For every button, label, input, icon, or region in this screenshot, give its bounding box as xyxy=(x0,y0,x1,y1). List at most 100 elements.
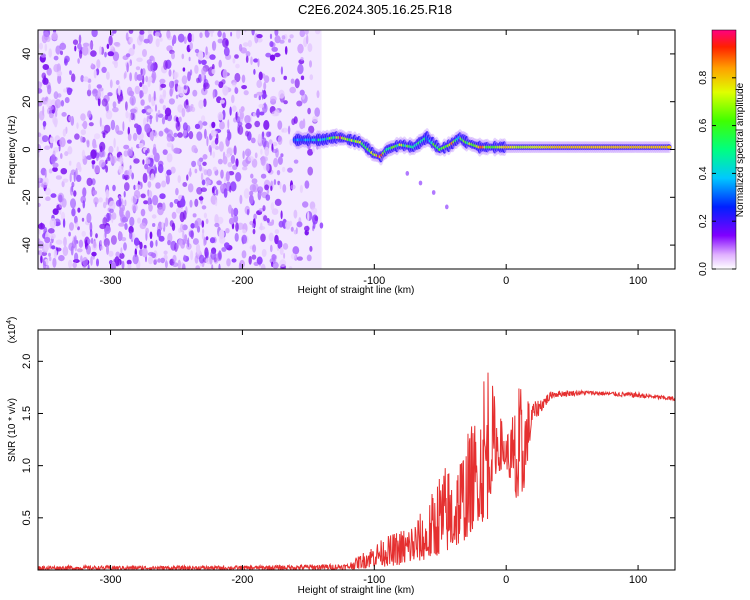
noise-blob xyxy=(53,248,58,259)
noise-blob xyxy=(233,207,239,217)
noise-blob xyxy=(289,34,294,39)
noise-blob xyxy=(59,202,63,208)
noise-blob xyxy=(189,199,193,208)
noise-blob xyxy=(235,158,239,168)
noise-blob xyxy=(90,149,97,160)
noise-blob xyxy=(107,51,115,57)
noise-blob xyxy=(82,200,86,209)
noise-blob xyxy=(300,57,304,61)
noise-blob xyxy=(258,95,261,101)
noise-blob xyxy=(194,123,201,130)
noise-blob xyxy=(139,241,143,250)
noise-blob xyxy=(272,148,278,154)
noise-blob xyxy=(138,143,144,148)
noise-blob xyxy=(192,238,199,245)
noise-blob xyxy=(264,184,269,191)
noise-blob xyxy=(101,124,105,132)
noise-blob xyxy=(128,47,135,57)
noise-blob xyxy=(126,86,133,96)
noise-blob xyxy=(51,32,58,41)
noise-blob xyxy=(169,88,173,97)
noise-blob xyxy=(123,174,130,181)
noise-blob xyxy=(143,200,149,205)
noise-blob xyxy=(277,120,283,130)
top-x-tick-label: -100 xyxy=(363,275,385,287)
noise-blob xyxy=(312,221,316,230)
noise-blob xyxy=(292,246,300,255)
noise-blob xyxy=(46,67,52,76)
noise-blob xyxy=(119,155,124,165)
noise-blob xyxy=(242,166,248,171)
branch-blob xyxy=(405,171,410,176)
noise-blob xyxy=(274,229,280,234)
noise-blob xyxy=(271,76,276,83)
noise-blob xyxy=(110,262,117,269)
noise-blob xyxy=(60,153,63,159)
noise-blob xyxy=(64,58,68,66)
noise-blob xyxy=(55,175,63,180)
noise-blob xyxy=(304,180,310,189)
noise-blob xyxy=(250,56,253,65)
noise-blob xyxy=(128,30,134,34)
noise-blob xyxy=(82,120,88,130)
snr-panel: -300 -200 -100 0 100 0.5 1.0 1.5 2.0 Height of … xyxy=(6,317,676,596)
noise-blob xyxy=(205,46,208,56)
noise-blob xyxy=(258,71,263,81)
noise-blob xyxy=(237,125,244,135)
noise-blob xyxy=(171,211,177,219)
noise-blob xyxy=(177,33,185,43)
noise-blob xyxy=(252,228,256,235)
noise-blob xyxy=(146,108,154,113)
noise-blob xyxy=(123,242,127,251)
noise-blob xyxy=(182,182,188,187)
noise-blob xyxy=(150,63,157,72)
noise-blob xyxy=(244,115,251,124)
noise-blob xyxy=(147,196,151,205)
noise-blob xyxy=(198,254,205,264)
noise-blob xyxy=(319,222,324,229)
noise-blob xyxy=(274,30,279,37)
noise-blob xyxy=(225,228,230,234)
noise-blob xyxy=(99,245,104,251)
noise-blob xyxy=(125,32,129,41)
noise-blob xyxy=(201,205,207,210)
noise-blob xyxy=(56,70,63,77)
noise-blob xyxy=(109,208,114,214)
noise-blob xyxy=(39,82,43,87)
noise-blob xyxy=(157,163,164,174)
noise-blob xyxy=(238,43,243,52)
noise-blob xyxy=(234,72,241,83)
noise-blob xyxy=(290,226,294,232)
noise-blob xyxy=(126,62,129,73)
noise-blob xyxy=(273,157,279,168)
noise-blob xyxy=(53,55,59,61)
noise-blob xyxy=(293,116,298,124)
noise-blob xyxy=(306,34,309,45)
noise-blob xyxy=(174,79,179,84)
noise-blob xyxy=(235,172,242,182)
noise-blob xyxy=(198,196,204,201)
noise-blob xyxy=(81,217,85,222)
noise-blob xyxy=(57,93,62,98)
noise-blob xyxy=(215,189,219,196)
noise-blob xyxy=(230,31,233,37)
noise-blob xyxy=(178,86,185,97)
noise-blob xyxy=(123,150,129,157)
noise-blob xyxy=(166,142,173,148)
noise-blob xyxy=(86,89,92,97)
noise-blob xyxy=(280,153,284,158)
noise-blob xyxy=(226,147,234,155)
noise-blob xyxy=(114,42,121,48)
noise-blob xyxy=(106,43,110,49)
noise-blob xyxy=(139,30,145,35)
noise-blob xyxy=(270,244,273,253)
noise-blob xyxy=(173,132,178,138)
noise-blob xyxy=(178,238,183,246)
noise-blob xyxy=(269,54,276,61)
noise-blob xyxy=(90,256,93,266)
noise-blob xyxy=(205,218,209,225)
noise-blob xyxy=(244,30,247,33)
noise-blob xyxy=(115,80,120,85)
top-x-tick-label: -300 xyxy=(100,275,122,287)
noise-blob xyxy=(153,90,156,101)
